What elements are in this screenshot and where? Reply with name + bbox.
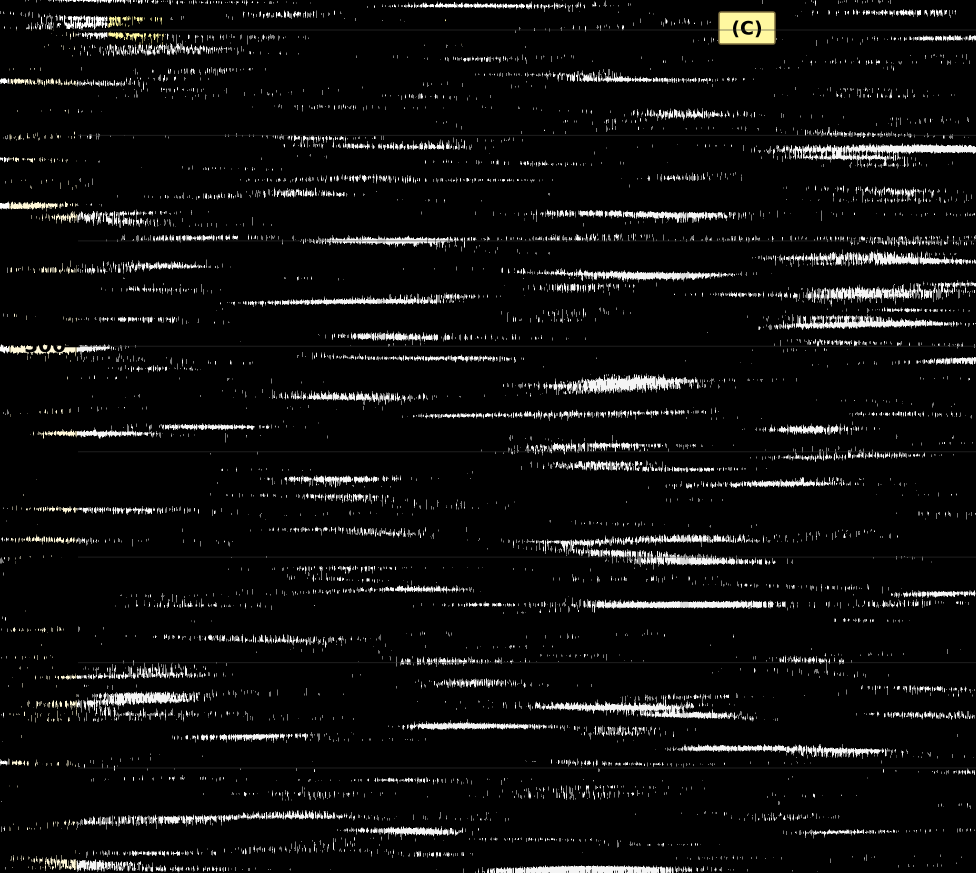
- y-tick-label: 0: [52, 17, 66, 41]
- panel-label: (A): [120, 18, 152, 40]
- y-tick-label: 200: [24, 227, 66, 251]
- panel-label: (B): [428, 18, 460, 40]
- panel-label-box: [718, 11, 776, 45]
- panel-label-box: [107, 11, 165, 45]
- y-tick-label: 700: [24, 755, 66, 779]
- panel-label: (C): [731, 18, 762, 40]
- y-tick-label: 100: [24, 122, 66, 146]
- y-tick-label: 500: [24, 544, 66, 568]
- panel-label-box: [415, 11, 473, 45]
- y-tick-label: 300: [24, 333, 66, 357]
- y-tick-label: 400: [24, 438, 66, 462]
- y-tick-label: 600: [24, 649, 66, 673]
